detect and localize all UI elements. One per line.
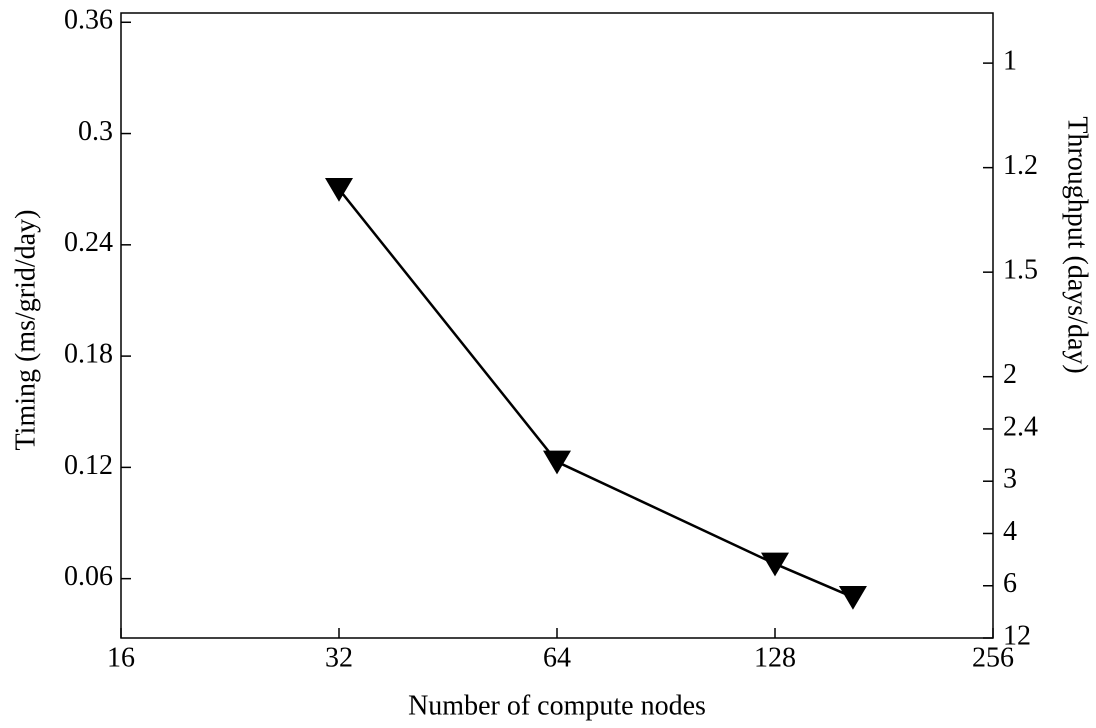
x-tick-label: 256 (972, 642, 1014, 673)
y-tick-label: 0.3 (78, 116, 113, 147)
marker (325, 177, 353, 202)
plot-frame (120, 12, 994, 639)
x-tick-label: 128 (754, 642, 796, 673)
y-tick-label: 0.36 (64, 5, 113, 36)
y2-tick-label: 6 (1003, 568, 1017, 599)
y2-tick-label: 4 (1003, 516, 1017, 547)
line (338, 188, 854, 599)
y2-tick-label: 12 (1003, 620, 1031, 651)
marker (838, 585, 867, 610)
y-tick-label: 0.06 (64, 561, 113, 592)
y-axis-label: Timing (ms/grid/day) (10, 210, 41, 451)
y-tick-label: 0.12 (64, 450, 113, 481)
marker (543, 450, 571, 475)
y2-tick-label: 3 (1003, 464, 1017, 495)
y2-tick-label: 1.5 (1003, 255, 1038, 286)
y2-tick-label: 2 (1003, 359, 1017, 390)
y-tick-label: 0.18 (64, 339, 113, 370)
x-tick-label: 64 (543, 642, 571, 673)
y-tick-label: 0.24 (64, 227, 113, 258)
y2-tick-label: 1.2 (1003, 150, 1038, 181)
x-axis-label: Number of compute nodes (408, 690, 706, 721)
y2-tick-label: 2.4 (1003, 411, 1038, 442)
marker (761, 552, 789, 577)
x-tick-label: 32 (325, 642, 353, 673)
y2-tick-label: 1 (1003, 46, 1017, 77)
y2-axis-label: Throughput (days/day) (1062, 116, 1093, 373)
x-tick-label: 16 (107, 642, 135, 673)
